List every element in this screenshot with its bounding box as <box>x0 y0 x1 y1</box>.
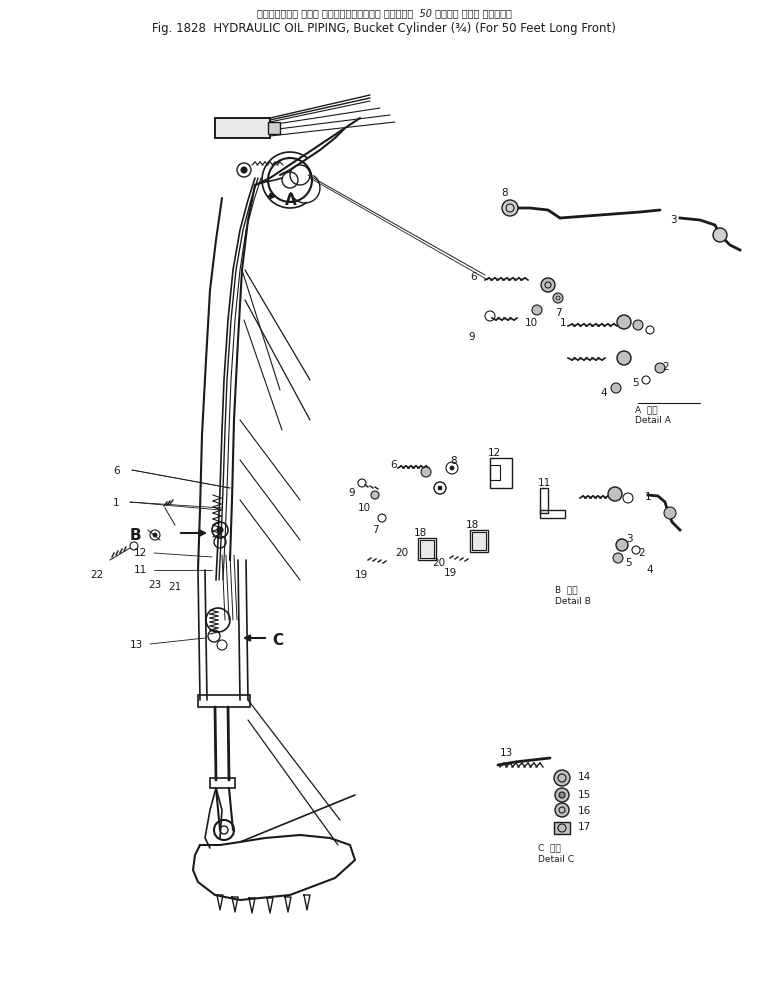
Bar <box>198 695 250 707</box>
Circle shape <box>616 539 628 551</box>
Circle shape <box>617 315 631 329</box>
Text: 19: 19 <box>355 570 368 580</box>
Circle shape <box>450 466 454 470</box>
Text: B: B <box>130 528 141 543</box>
Text: 1: 1 <box>113 498 120 508</box>
Text: 19: 19 <box>444 568 458 578</box>
Text: 16: 16 <box>578 806 591 816</box>
Text: 12: 12 <box>134 548 147 558</box>
Circle shape <box>502 200 518 216</box>
Circle shape <box>241 167 247 173</box>
Text: 5: 5 <box>632 378 638 388</box>
Bar <box>540 488 548 513</box>
Text: 23: 23 <box>148 580 161 590</box>
Text: 6: 6 <box>390 460 397 470</box>
Bar <box>540 510 565 518</box>
Circle shape <box>421 467 431 477</box>
Circle shape <box>217 527 223 533</box>
Text: 14: 14 <box>578 772 591 782</box>
Bar <box>554 822 570 834</box>
Text: 20: 20 <box>432 558 445 568</box>
Text: 11: 11 <box>134 565 147 575</box>
Circle shape <box>371 491 379 499</box>
Bar <box>420 540 434 558</box>
Text: 9: 9 <box>468 332 474 342</box>
Bar <box>470 530 488 552</box>
Text: 3: 3 <box>670 215 677 225</box>
Bar <box>215 118 270 138</box>
Text: Detail A: Detail A <box>635 416 671 425</box>
Bar <box>472 532 486 550</box>
Text: 7: 7 <box>372 525 378 535</box>
Text: ハイドロリック オイル パイピング、バケット シリンダー  50 フィート ロング フロント用: ハイドロリック オイル パイピング、バケット シリンダー 50 フィート ロング… <box>257 8 511 18</box>
Text: 8: 8 <box>501 188 508 198</box>
Text: Detail C: Detail C <box>538 855 574 864</box>
Text: 18: 18 <box>466 520 479 530</box>
Text: 11: 11 <box>538 478 551 488</box>
Text: 8: 8 <box>450 456 457 466</box>
Circle shape <box>611 383 621 393</box>
Text: A: A <box>285 193 297 208</box>
Text: 21: 21 <box>168 582 181 592</box>
Circle shape <box>553 293 563 303</box>
Bar <box>215 118 270 138</box>
Bar <box>490 458 512 488</box>
Text: 1: 1 <box>560 318 567 328</box>
Circle shape <box>438 486 442 490</box>
Bar <box>268 122 280 134</box>
Circle shape <box>655 363 665 373</box>
Text: 13: 13 <box>500 748 513 758</box>
Circle shape <box>633 320 643 330</box>
Text: 2: 2 <box>662 362 668 372</box>
Text: 10: 10 <box>525 318 538 328</box>
Text: 3: 3 <box>626 534 633 544</box>
Circle shape <box>713 228 727 242</box>
Circle shape <box>532 305 542 315</box>
Text: Fig. 1828  HYDRAULIC OIL PIPING, Bucket Cylinder (¾) (For 50 Feet Long Front): Fig. 1828 HYDRAULIC OIL PIPING, Bucket C… <box>152 22 616 35</box>
Text: 20: 20 <box>395 548 408 558</box>
Text: 2: 2 <box>638 548 644 558</box>
Text: 17: 17 <box>578 822 591 832</box>
Circle shape <box>559 792 565 798</box>
Text: 22: 22 <box>90 570 103 580</box>
Text: 10: 10 <box>358 503 371 513</box>
Circle shape <box>617 351 631 365</box>
Circle shape <box>153 533 157 537</box>
Circle shape <box>541 278 555 292</box>
Bar <box>418 538 436 560</box>
Circle shape <box>613 553 623 563</box>
Text: 18: 18 <box>414 528 428 538</box>
Circle shape <box>554 770 570 786</box>
Text: 4: 4 <box>600 388 607 398</box>
Text: 12: 12 <box>488 448 501 458</box>
Text: 6: 6 <box>113 466 120 476</box>
Text: Detail B: Detail B <box>555 597 591 606</box>
Circle shape <box>664 507 676 519</box>
Text: C: C <box>272 633 283 648</box>
Text: 1: 1 <box>645 492 651 502</box>
Circle shape <box>555 803 569 817</box>
Text: B  詳細: B 詳細 <box>555 585 578 594</box>
Text: A  詳細: A 詳細 <box>635 405 657 414</box>
Text: 9: 9 <box>348 488 355 498</box>
Text: C  詳細: C 詳細 <box>538 843 561 852</box>
Text: 4: 4 <box>646 565 653 575</box>
Circle shape <box>555 788 569 802</box>
Text: 6: 6 <box>470 272 477 282</box>
Text: 15: 15 <box>578 790 591 800</box>
Text: 5: 5 <box>625 558 631 568</box>
Bar <box>490 465 500 480</box>
Bar <box>210 778 235 788</box>
Circle shape <box>608 487 622 501</box>
Text: 13: 13 <box>130 640 143 650</box>
Text: 7: 7 <box>555 308 561 318</box>
